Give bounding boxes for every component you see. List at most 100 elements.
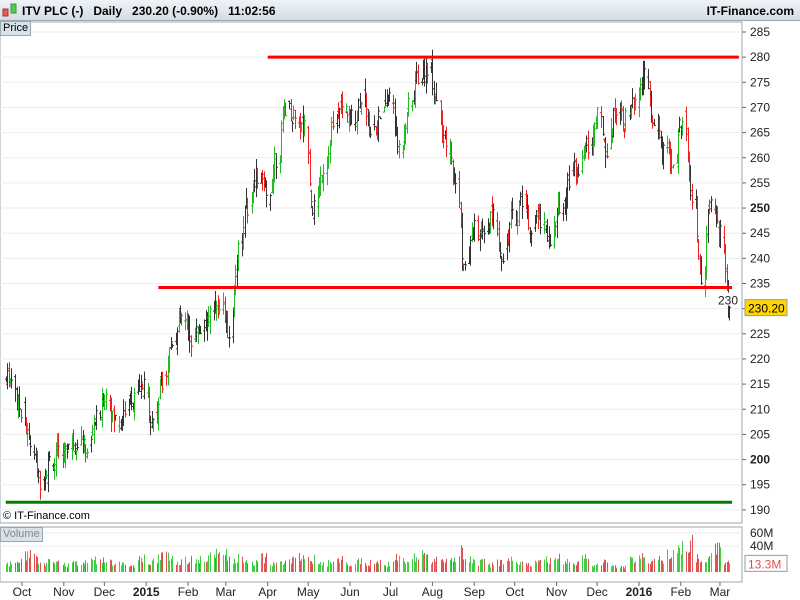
- ohlc-bar: [292, 105, 295, 121]
- ohlc-bar: [195, 318, 198, 343]
- volume-panel-label: Volume: [0, 527, 43, 542]
- ohlc-bar: [496, 212, 499, 237]
- x-tick-label: 2015: [133, 585, 160, 599]
- ohlc-bar: [360, 101, 363, 116]
- ohlc-bar: [388, 87, 391, 102]
- ohlc-bar: [577, 163, 580, 178]
- ohlc-bar: [86, 448, 89, 459]
- y-tick-label: 285: [750, 25, 770, 39]
- ohlc-bar: [14, 374, 17, 402]
- ohlc-bar: [392, 94, 395, 114]
- ohlc-bar: [72, 429, 75, 451]
- ohlc-bar: [310, 189, 313, 209]
- ohlc-bar: [562, 202, 565, 222]
- ohlc-bar: [319, 166, 322, 197]
- ohlc-bar: [143, 371, 146, 400]
- ohlc-bar: [6, 363, 9, 390]
- ohlc-bar: [256, 167, 259, 189]
- ohlc-bar: [700, 256, 703, 285]
- time: 11:02:56: [228, 4, 276, 18]
- ohlc-bar: [234, 264, 237, 296]
- ohlc-bar: [222, 292, 225, 315]
- x-tick-label: Apr: [258, 585, 277, 599]
- ohlc-bar: [568, 165, 571, 191]
- ohlc-bar: [309, 148, 312, 187]
- ohlc-bar: [417, 64, 420, 85]
- ohlc-bar: [190, 335, 193, 357]
- ohlc-bar: [26, 422, 29, 447]
- ohlc-bar: [99, 410, 102, 421]
- ohlc-bar: [346, 111, 349, 123]
- copyright: © IT-Finance.com: [3, 510, 90, 522]
- ohlc-bar: [67, 443, 70, 450]
- ohlc-bar: [516, 211, 519, 235]
- ohlc-bar: [209, 305, 212, 334]
- ohlc-bar: [76, 439, 79, 451]
- ohlc-bar: [697, 239, 700, 260]
- ohlc-bar: [20, 408, 23, 423]
- ohlc-bar: [141, 383, 144, 390]
- ohlc-bar: [311, 206, 314, 217]
- ohlc-bar: [543, 212, 546, 235]
- ohlc-bar: [492, 203, 495, 230]
- ohlc-bar: [585, 135, 588, 153]
- ohlc-bar: [612, 107, 615, 138]
- title-bar: ITV PLC (-) Daily 230.20 (-0.90%) 11:02:…: [0, 0, 800, 21]
- ohlc-bar: [502, 253, 505, 264]
- ohlc-bar: [615, 108, 618, 126]
- last-volume-box: [744, 554, 788, 572]
- x-tick-label: Oct: [505, 585, 524, 599]
- ohlc-bar: [521, 185, 524, 219]
- price-panel: [0, 21, 743, 524]
- ohlc-bar: [500, 255, 503, 272]
- ohlc-bar: [554, 221, 557, 238]
- ohlc-bar: [269, 193, 272, 211]
- ohlc-bar: [341, 91, 344, 119]
- candlestick-icon: [2, 3, 17, 17]
- y-tick-label: 200: [750, 453, 770, 467]
- ohlc-bar: [33, 444, 36, 460]
- x-tick-label: Aug: [422, 585, 443, 599]
- ohlc-bar: [530, 230, 533, 247]
- ohlc-bar: [398, 139, 401, 159]
- ohlc-bar: [454, 173, 457, 194]
- ohlc-bar: [558, 191, 561, 215]
- ohlc-bar: [322, 164, 325, 192]
- ohlc-bar: [624, 107, 627, 133]
- ohlc-bar: [666, 135, 669, 154]
- ohlc-bar: [90, 435, 93, 453]
- ohlc-bar: [481, 218, 484, 240]
- ohlc-bar: [207, 306, 210, 327]
- y-tick-label: 215: [750, 377, 770, 391]
- ohlc-bar: [253, 168, 256, 193]
- ohlc-bar: [426, 62, 429, 84]
- ohlc-bar: [689, 165, 692, 201]
- x-tick-label: Sep: [464, 585, 486, 599]
- ohlc-bar: [199, 325, 202, 335]
- ohlc-bar: [677, 128, 680, 174]
- y-tick-label: 205: [750, 427, 770, 441]
- ohlc-bar: [685, 106, 688, 142]
- volume-tick-label: 60M: [750, 526, 773, 540]
- ohlc-bar: [483, 225, 486, 244]
- ohlc-bar: [724, 243, 727, 283]
- ohlc-bar: [18, 386, 21, 418]
- ohlc-bar: [130, 386, 133, 411]
- x-tick-label: Mar: [710, 585, 731, 599]
- ohlc-bar: [66, 443, 69, 459]
- y-tick-label: 280: [750, 50, 770, 64]
- ohlc-bar: [596, 107, 599, 130]
- ohlc-bar: [407, 92, 410, 117]
- ohlc-bar: [499, 242, 502, 258]
- ohlc-bar: [242, 215, 245, 250]
- ohlc-bar: [228, 325, 231, 348]
- ohlc-bar: [53, 457, 56, 480]
- ohlc-bar: [537, 203, 540, 229]
- y-tick-label: 235: [750, 277, 770, 291]
- ohlc-bar: [184, 312, 187, 331]
- ohlc-bar: [691, 183, 694, 210]
- ohlc-bar: [477, 215, 480, 242]
- x-tick-label: Feb: [670, 585, 691, 599]
- ohlc-bar: [573, 152, 576, 177]
